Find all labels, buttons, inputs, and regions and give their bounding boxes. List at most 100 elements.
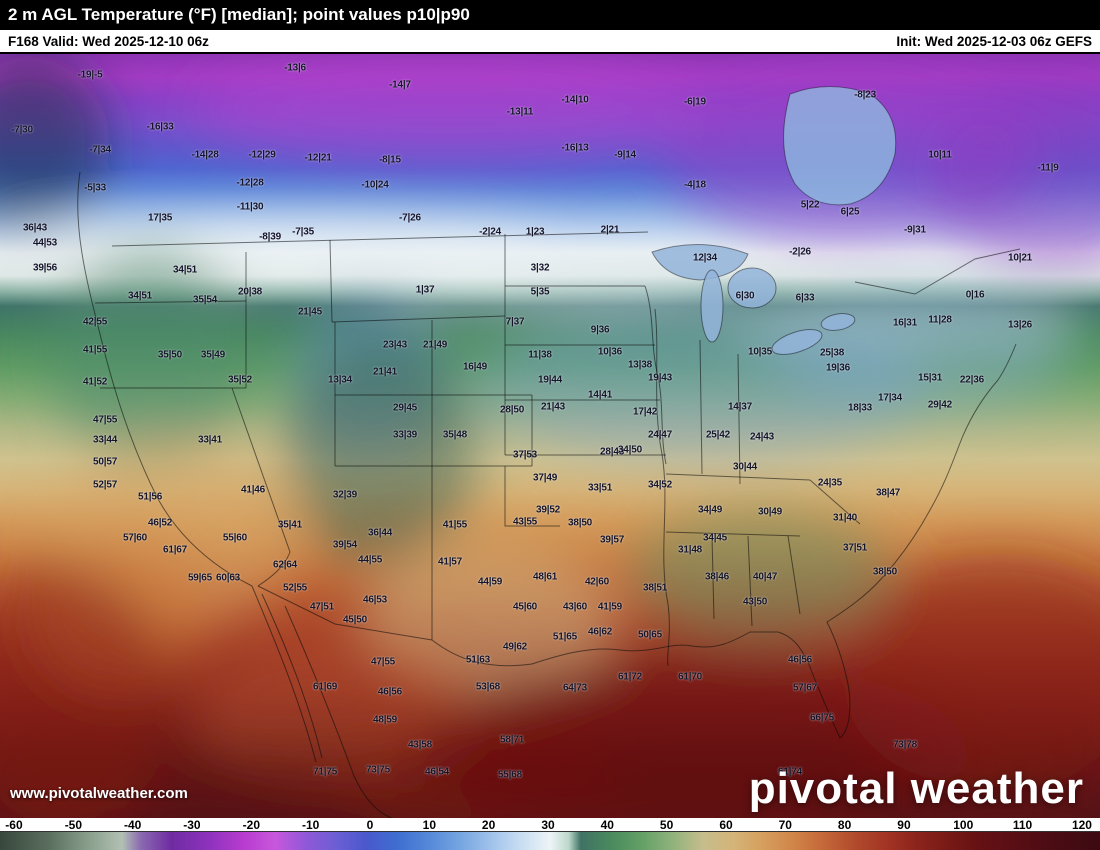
- point-value: 55|68: [497, 769, 522, 781]
- point-value: 24|43: [749, 431, 774, 443]
- point-value: 35|50: [157, 349, 182, 361]
- point-value: 31|40: [832, 512, 858, 524]
- point-value: 43|50: [743, 596, 768, 608]
- point-value: 47|55: [93, 414, 118, 426]
- point-value: 60|63: [215, 572, 241, 584]
- point-value: 45|60: [512, 601, 538, 613]
- point-value: 61|72: [617, 671, 642, 683]
- init-time-label: Init: Wed 2025-12-03 06z GEFS: [896, 33, 1092, 49]
- point-value: 19|44: [537, 374, 563, 386]
- colorbar-tick-label: 50: [659, 818, 674, 832]
- water-bodies: [651, 86, 897, 355]
- point-value: 34|52: [647, 479, 673, 491]
- point-value: 46|52: [148, 517, 173, 529]
- point-value: -13|6: [284, 62, 306, 74]
- point-value: 61|69: [313, 681, 338, 693]
- point-value: 21|45: [297, 306, 322, 318]
- point-value: -14|7: [389, 79, 411, 91]
- colorbar-tick-label: -50: [64, 818, 83, 832]
- point-value: 41|57: [437, 556, 463, 568]
- point-value: 37|49: [533, 472, 558, 484]
- point-value: 1|23: [525, 226, 545, 238]
- point-value: 41|55: [442, 519, 467, 531]
- point-value: 36|44: [368, 527, 393, 539]
- point-value: -8|39: [259, 231, 281, 243]
- colorbar-tick-label: -60: [5, 818, 23, 832]
- point-value: 42|55: [83, 316, 108, 328]
- point-value: 55|60: [222, 532, 247, 544]
- valid-time-label: F168 Valid: Wed 2025-12-10 06z: [8, 33, 209, 49]
- point-value: 41|59: [597, 601, 622, 613]
- point-value: 10|21: [1007, 252, 1033, 264]
- point-value: 61|74: [777, 766, 803, 778]
- point-value: 21|41: [372, 366, 398, 378]
- colorbar-tick-label: 0: [366, 818, 374, 832]
- point-value: 38|46: [704, 571, 729, 583]
- point-value: 29|45: [392, 402, 418, 414]
- point-value: 66|75: [809, 712, 835, 724]
- point-value: 46|53: [362, 594, 388, 606]
- point-value: 39|57: [600, 534, 625, 546]
- point-value: 44|53: [32, 237, 58, 249]
- colorbar-tick-label: 10: [422, 818, 437, 832]
- point-value: -6|19: [684, 96, 706, 108]
- point-value: 34|45: [702, 532, 728, 544]
- point-value: 14|41: [588, 389, 613, 401]
- colorbar-tick-row: -60 -50 -40 -30 -20 -10 0 10 20 30 40 50 60 70 80 90 100…: [0, 818, 1100, 832]
- point-value: 28|50: [500, 404, 525, 416]
- point-value: 47|51: [309, 601, 334, 613]
- point-value: 21|49: [423, 339, 448, 351]
- point-value: 31|48: [677, 544, 703, 556]
- point-value: 43|55: [512, 516, 538, 528]
- point-value: 40|47: [753, 571, 778, 583]
- watermark-url: www.pivotalweather.com: [10, 785, 188, 802]
- point-value: 41|52: [83, 376, 108, 388]
- point-value: 46|54: [424, 766, 450, 778]
- watermark-brand: pivotal weather: [748, 764, 1084, 813]
- colorbar-tick-label: 90: [897, 818, 911, 832]
- point-value: -9|31: [904, 224, 926, 236]
- point-value: -13|11: [506, 106, 534, 118]
- point-value: 22|36: [959, 374, 984, 386]
- point-value: 16|31: [892, 317, 917, 329]
- point-value: -7|26: [399, 212, 421, 224]
- point-value: 35|41: [277, 519, 302, 531]
- map-title: 2 m AGL Temperature (°F) [median]; point…: [8, 5, 470, 24]
- colorbar-gradient: [0, 831, 1100, 850]
- point-value: 73|75: [365, 764, 390, 776]
- colorbar-tick-label: -30: [183, 818, 201, 832]
- temperature-map[interactable]: -19|-5 -13|6 -14|7 -14|10 -6|19 -8|23 -13|11 -7…: [0, 54, 1100, 818]
- point-value: 57|60: [122, 532, 147, 544]
- point-value: 45|50: [342, 614, 367, 626]
- forecast-info-bar: F168 Valid: Wed 2025-12-10 06z Init: Wed…: [0, 30, 1100, 54]
- point-value: 23|43: [382, 339, 408, 351]
- point-value: 33|39: [392, 429, 418, 441]
- point-value: 7|37: [505, 316, 525, 328]
- colorbar-tick-label: 30: [541, 818, 555, 832]
- point-value: 38|50: [567, 517, 593, 529]
- point-value: -12|29: [248, 149, 276, 161]
- point-value: -9|14: [614, 149, 636, 161]
- point-value: 25|42: [705, 429, 730, 441]
- point-value: 32|39: [332, 489, 357, 501]
- point-value: -12|28: [236, 177, 264, 189]
- point-value: 33|51: [588, 482, 613, 494]
- point-value: 19|36: [825, 362, 850, 374]
- map-borders: [77, 171, 1021, 818]
- point-value: 51|63: [465, 654, 490, 666]
- point-value: 19|43: [647, 372, 673, 384]
- point-value: 35|54: [193, 294, 218, 306]
- point-value: -7|34: [89, 144, 111, 156]
- point-value: 64|73: [562, 682, 587, 694]
- point-value: 21|43: [540, 401, 565, 413]
- point-value: 5|35: [530, 286, 550, 298]
- point-value: -14|10: [561, 94, 589, 106]
- point-value: 13|26: [1007, 319, 1033, 331]
- point-value: 6|25: [840, 206, 860, 218]
- point-value: 24|35: [817, 477, 842, 489]
- point-value: 37|51: [842, 542, 868, 554]
- colorbar-tick-label: 110: [1012, 818, 1033, 832]
- point-value: 39|54: [332, 539, 357, 551]
- point-value: 61|70: [677, 671, 703, 683]
- point-value: 46|56: [787, 654, 813, 666]
